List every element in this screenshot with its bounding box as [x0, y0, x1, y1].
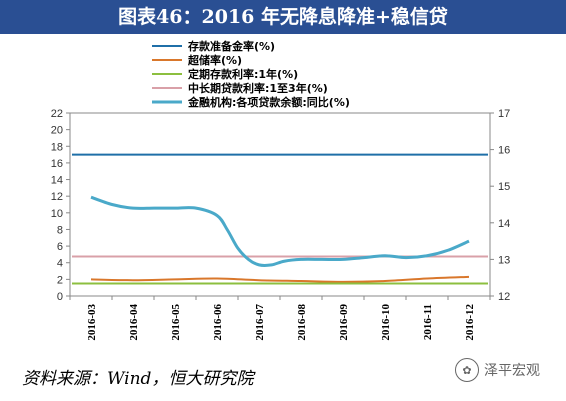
figure-title: 图表46：2016 年无降息降准+稳信贷 [0, 0, 566, 34]
x-tick-label: 2016-11 [422, 304, 434, 340]
source-note: 资料来源：Wind，恒大研究院 [22, 369, 254, 389]
y-right-tick-label: 12 [498, 291, 510, 303]
y-left-tick-label: 4 [57, 258, 63, 270]
series-line-1 [90, 275, 470, 283]
y-left-tick-label: 0 [57, 291, 63, 303]
x-tick-label: 2016-09 [338, 304, 350, 341]
y-right-tick-label: 17 [498, 108, 510, 120]
plot-border [69, 112, 491, 297]
y-right-tick-label: 14 [498, 218, 510, 230]
y-left-tick-label: 16 [51, 158, 63, 170]
legend-label-2: 定期存款利率:1年(%) [188, 67, 298, 81]
x-tick-label: 2016-08 [296, 304, 308, 341]
x-tick-label: 2016-05 [170, 304, 182, 341]
y-left-tick-label: 14 [51, 175, 63, 187]
dual-axis-line-chart: 0 2 4 6 8 10 12 14 16 18 20 22 12 13 14 15 16 17 2016-03 20… [51, 39, 511, 341]
x-tick-label: 2016-10 [380, 304, 392, 341]
x-tick-label: 2016-06 [212, 304, 224, 341]
wechat-icon: ✿ [455, 358, 479, 382]
y-left-tick-label: 8 [57, 224, 63, 236]
legend-label-1: 超储率(%) [187, 53, 242, 67]
y-left-tick-label: 20 [51, 125, 63, 137]
legend-label-3: 中长期贷款利率:1至3年(%) [188, 81, 328, 95]
y-left-tick-label: 22 [51, 108, 63, 120]
legend-label-0: 存款准备金率(%) [188, 39, 275, 53]
legend-label-4: 金融机构:各项贷款余额:同比(%) [187, 95, 350, 109]
watermark: ✿ 泽平宏观 [455, 358, 540, 382]
watermark-label: 泽平宏观 [484, 363, 540, 379]
y-right-tick-label: 13 [498, 254, 510, 266]
x-tick-label: 2016-07 [254, 304, 266, 341]
y-left-tick-label: 6 [57, 241, 63, 253]
x-tick-label: 2016-12 [464, 304, 476, 341]
y-left-tick-label: 18 [51, 141, 63, 153]
y-right-tick-label: 16 [498, 145, 510, 157]
x-tick-label: 2016-03 [86, 304, 98, 341]
y-left-tick-label: 10 [51, 208, 63, 220]
x-tick-label: 2016-04 [128, 304, 140, 341]
series-line-4 [90, 195, 470, 267]
y-left-tick-label: 12 [51, 191, 63, 203]
y-left-tick-label: 2 [57, 274, 63, 286]
y-right-tick-label: 15 [498, 181, 510, 193]
